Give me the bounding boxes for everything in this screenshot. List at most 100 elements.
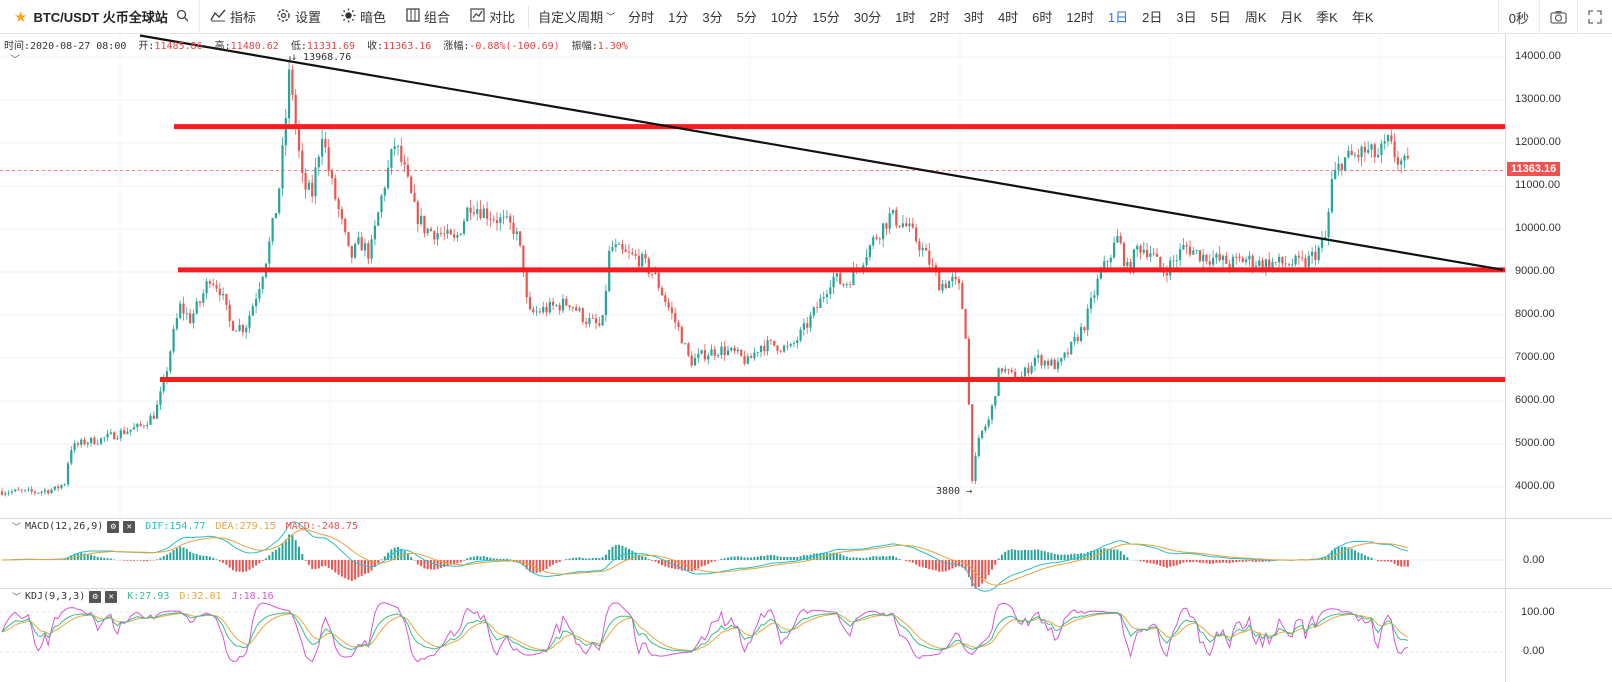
candle-body: [1354, 155, 1356, 156]
candle-body: [427, 229, 429, 233]
period-tab[interactable]: 周K: [1238, 0, 1274, 34]
candle-body: [529, 297, 531, 309]
period-tab[interactable]: 12时: [1059, 0, 1100, 34]
indicator-button[interactable]: 指标: [200, 0, 266, 34]
candle-body: [595, 318, 597, 323]
candle-body: [47, 490, 49, 493]
current-price-tag: 11363.16: [1507, 162, 1560, 176]
macd-collapse-chevron-icon[interactable]: ﹀: [12, 520, 21, 533]
period-tab[interactable]: 4时: [991, 0, 1025, 34]
search-icon[interactable]: [176, 9, 189, 25]
candle-body: [1209, 261, 1211, 264]
candle-body: [93, 438, 95, 445]
candle-body: [562, 299, 564, 311]
legend-low: 11331.69: [307, 41, 355, 52]
price-axis-label: 10000.00: [1515, 222, 1561, 234]
kdj-k: K:27.93: [127, 591, 169, 602]
candle-body: [1001, 368, 1003, 371]
candle-body: [1285, 263, 1287, 264]
compare-chart-icon: [470, 8, 489, 25]
candle-body: [1186, 245, 1188, 247]
price-axis-label: 8000.00: [1515, 308, 1555, 320]
toolbar: ★ BTC/USDT 火币全球站 指标 设置 暗色 组合 对比 自定义周期 ﹀ …: [0, 0, 1612, 34]
candle-body: [1235, 257, 1237, 258]
period-tab[interactable]: 3日: [1169, 0, 1203, 34]
macd-dif: DIF:154.77: [145, 521, 205, 532]
period-tab[interactable]: 30分: [847, 0, 888, 34]
candle-body: [1400, 161, 1402, 165]
period-tab[interactable]: 2时: [922, 0, 956, 34]
candle-body: [1364, 147, 1366, 153]
period-tab[interactable]: 5分: [730, 0, 764, 34]
candle-body: [641, 254, 643, 266]
kdj-settings-gear-icon[interactable]: ⚙: [89, 591, 101, 603]
price-chart[interactable]: [0, 34, 1612, 682]
period-tab[interactable]: 1日: [1101, 0, 1135, 34]
period-tab[interactable]: 6时: [1025, 0, 1059, 34]
candle-body: [701, 350, 703, 353]
period-tab[interactable]: 3时: [957, 0, 991, 34]
macd-settings-gear-icon[interactable]: ⚙: [107, 521, 119, 533]
favorite-star-icon[interactable]: ★: [14, 8, 27, 26]
candle-body: [1347, 151, 1349, 158]
screenshot-camera-icon[interactable]: [1539, 0, 1577, 34]
custom-period-dropdown[interactable]: 自定义周期 ﹀: [532, 0, 621, 34]
candle-body: [1024, 368, 1026, 377]
dark-mode-button[interactable]: 暗色: [331, 0, 396, 34]
candle-body: [1384, 141, 1386, 143]
candle-body: [1196, 250, 1198, 251]
candle-body: [186, 313, 188, 314]
toolbar-right: 0秒: [1498, 0, 1612, 34]
candle-body: [1328, 212, 1330, 237]
candle-body: [17, 490, 19, 491]
combo-button[interactable]: 组合: [396, 0, 460, 34]
candle-body: [889, 213, 891, 228]
candle-body: [565, 299, 567, 306]
candle-body: [611, 247, 613, 251]
kdj-collapse-chevron-icon[interactable]: ﹀: [12, 590, 21, 603]
candle-body: [588, 318, 590, 324]
candle-body: [24, 490, 26, 491]
period-tab[interactable]: 月K: [1273, 0, 1309, 34]
candle-body: [133, 427, 135, 429]
period-tab[interactable]: 年K: [1345, 0, 1381, 34]
macd-close-icon[interactable]: ✕: [123, 521, 135, 533]
price-axis-label: 11000.00: [1515, 179, 1560, 191]
candle-body: [615, 244, 617, 247]
period-tab[interactable]: 分时: [621, 0, 661, 34]
candle-body: [1288, 264, 1290, 265]
candle-body: [394, 146, 396, 149]
candle-body: [1050, 360, 1052, 366]
compare-button[interactable]: 对比: [460, 0, 525, 34]
candle-body: [1298, 256, 1300, 258]
period-tab[interactable]: 10分: [764, 0, 805, 34]
period-tab[interactable]: 1分: [661, 0, 695, 34]
candle-body: [278, 188, 280, 213]
candle-body: [737, 350, 739, 351]
period-tab[interactable]: 季K: [1309, 0, 1345, 34]
candle-body: [536, 311, 538, 312]
candle-body: [839, 273, 841, 284]
candle-body: [338, 199, 340, 209]
settings-button[interactable]: 设置: [266, 0, 331, 34]
period-tab[interactable]: 3分: [695, 0, 729, 34]
period-tab[interactable]: 1时: [888, 0, 922, 34]
candle-body: [1225, 256, 1227, 264]
symbol-selector[interactable]: ★ BTC/USDT 火币全球站: [0, 0, 200, 34]
legend-collapse-chevron-icon[interactable]: ﹀: [10, 51, 20, 66]
candle-body: [1357, 155, 1359, 157]
candle-body: [879, 239, 881, 240]
candle-body: [780, 351, 782, 352]
candle-body: [753, 353, 755, 359]
candle-body: [156, 405, 158, 419]
period-tab[interactable]: 15分: [805, 0, 846, 34]
fullscreen-icon[interactable]: [1577, 0, 1612, 34]
period-tab[interactable]: 2日: [1135, 0, 1169, 34]
kdj-bottom-label: 0.00: [1523, 645, 1544, 657]
kdj-close-icon[interactable]: ✕: [105, 591, 117, 603]
candle-body: [631, 253, 633, 254]
period-tab[interactable]: 5日: [1204, 0, 1238, 34]
candle-body: [308, 183, 310, 190]
candle-body: [486, 209, 488, 219]
candle-body: [869, 245, 871, 257]
